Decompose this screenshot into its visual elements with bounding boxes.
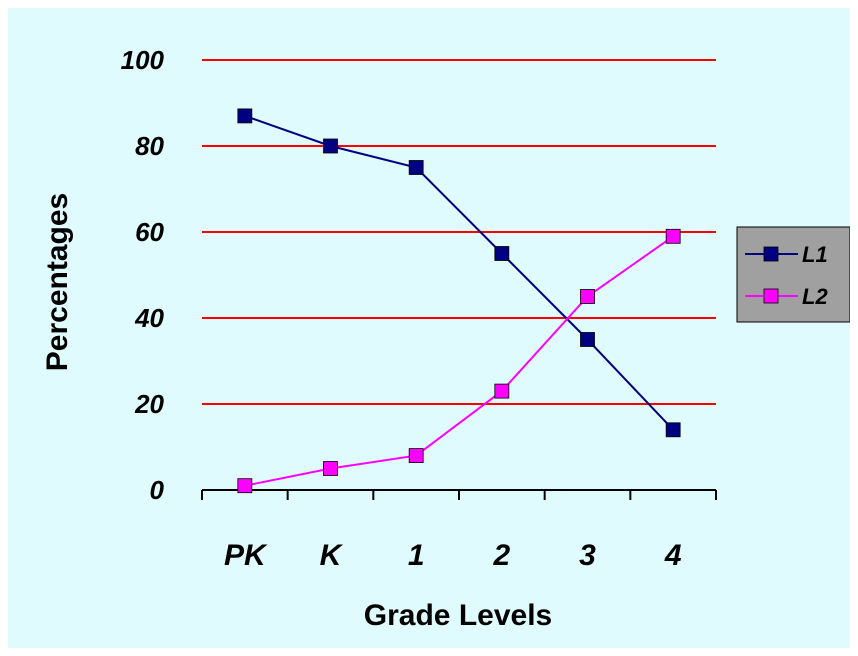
series-L1 bbox=[237, 108, 681, 438]
x-tick-label: 4 bbox=[664, 539, 682, 572]
data-point bbox=[494, 246, 510, 261]
series-L2 bbox=[237, 228, 681, 494]
x-axis-title: Grade Levels bbox=[364, 599, 552, 632]
data-point bbox=[323, 138, 338, 154]
x-tick-label: PK bbox=[224, 539, 268, 572]
chart-area: 0 20 40 60 80 100 PK K 1 2 3 4 Percentages Grade L… bbox=[8, 8, 850, 648]
y-tick-label: 20 bbox=[134, 389, 164, 419]
data-point bbox=[580, 289, 595, 304]
data-point bbox=[408, 160, 424, 175]
y-tick-labels: 0 20 40 60 80 100 bbox=[121, 45, 165, 505]
data-point bbox=[237, 478, 253, 494]
data-point bbox=[237, 108, 253, 124]
y-axis-title: Percentages bbox=[41, 193, 74, 371]
data-point bbox=[408, 448, 424, 464]
legend: L1 L2 bbox=[736, 226, 850, 323]
line-chart: 0 20 40 60 80 100 PK K 1 2 3 4 Percentages Grade L… bbox=[41, 45, 850, 632]
legend-marker bbox=[763, 288, 779, 304]
y-tick-label: 100 bbox=[121, 45, 165, 75]
series-line bbox=[244, 114, 674, 431]
legend-box bbox=[736, 226, 850, 323]
axes bbox=[201, 489, 717, 500]
legend-label: L2 bbox=[802, 284, 828, 309]
data-point bbox=[580, 332, 595, 347]
series-lines bbox=[237, 108, 681, 494]
data-point bbox=[494, 383, 510, 399]
series-line bbox=[244, 235, 674, 487]
x-tick-label: K bbox=[320, 539, 344, 572]
x-tick-label: 2 bbox=[492, 539, 510, 572]
legend-marker bbox=[763, 246, 779, 262]
gridlines bbox=[202, 59, 716, 405]
y-tick-label: 60 bbox=[135, 217, 164, 247]
x-tick-label: 1 bbox=[408, 539, 425, 572]
y-tick-label: 0 bbox=[150, 475, 165, 505]
data-point bbox=[665, 228, 681, 244]
x-tick-labels: PK K 1 2 3 4 bbox=[224, 539, 682, 572]
y-tick-label: 80 bbox=[135, 131, 164, 161]
y-tick-label: 40 bbox=[134, 303, 164, 333]
x-tick-label: 3 bbox=[579, 539, 596, 572]
data-point bbox=[323, 461, 338, 476]
data-point bbox=[665, 422, 681, 438]
legend-label: L1 bbox=[802, 242, 828, 267]
